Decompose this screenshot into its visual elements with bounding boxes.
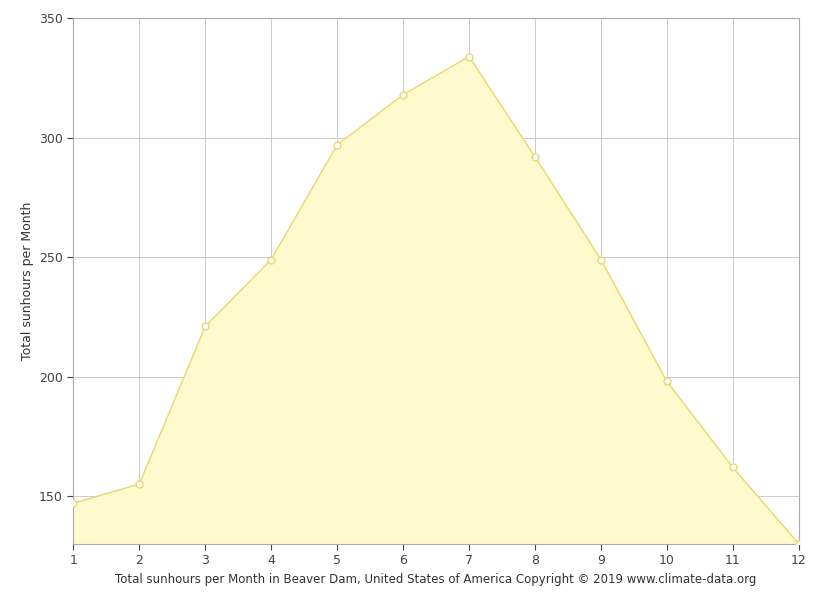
Point (726, 463, 739, 472)
Y-axis label: Total sunhours per Month: Total sunhours per Month (20, 202, 33, 360)
Point (660, 376, 673, 386)
Point (199, 321, 212, 331)
Point (67, 499, 80, 508)
Point (528, 152, 541, 162)
Point (462, 52, 475, 62)
Point (331, 140, 344, 150)
X-axis label: Total sunhours per Month in Beaver Dam, United States of America Copyright © 201: Total sunhours per Month in Beaver Dam, … (116, 573, 756, 586)
Point (397, 90, 410, 100)
Point (792, 539, 805, 549)
Point (265, 255, 278, 265)
Point (133, 479, 146, 489)
Point (594, 255, 607, 265)
